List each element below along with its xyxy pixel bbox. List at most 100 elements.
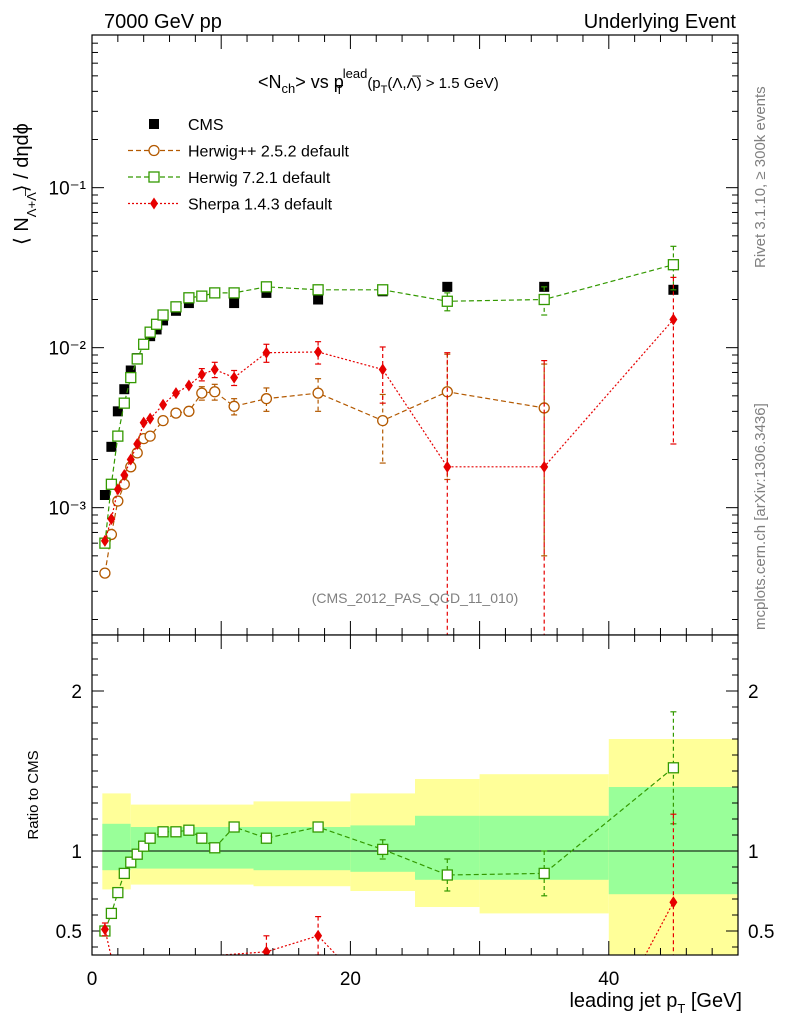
data-point	[183, 405, 195, 417]
data-point	[669, 313, 678, 326]
legend-label: Herwig 7.2.1 default	[188, 170, 331, 187]
data-point	[210, 363, 219, 376]
data-point	[107, 512, 116, 525]
data-point	[171, 387, 180, 400]
ratio-point	[118, 867, 130, 880]
data-point	[261, 287, 272, 298]
mcplots-label: mcplots.cern.ch [arXiv:1306.3436]	[752, 403, 769, 630]
legend-entry-cms: CMS	[149, 117, 224, 134]
data-point	[377, 414, 389, 427]
ratio-point	[262, 945, 271, 955]
ratio-point	[183, 824, 195, 836]
ratio-point	[667, 762, 680, 774]
ratio-point	[669, 896, 678, 909]
legend-entry-herwig-2-5-2-default: Herwig++ 2.5.2 default	[128, 144, 350, 161]
data-point	[106, 441, 117, 452]
x-tick-label: 0	[87, 969, 98, 990]
data-point	[150, 318, 163, 330]
ratio-point	[138, 840, 150, 852]
y-tick-label: 10⁻³	[49, 499, 87, 520]
data-point	[314, 345, 323, 358]
data-point	[113, 483, 122, 496]
ratio-point	[209, 842, 221, 854]
x-tick-label: 40	[598, 969, 619, 990]
y-tick-label: 10⁻¹	[49, 179, 87, 200]
data-point	[196, 290, 208, 302]
ratio-axis-ticks: 0.5 0.51 12 20 20 40	[56, 635, 774, 990]
data-point	[112, 495, 124, 507]
ratio-point	[377, 843, 389, 856]
data-point	[99, 567, 111, 579]
ratio-panel: 0.5 0.51 12 20 20 40 Ratio to CMS leading jet…	[25, 634, 774, 1016]
data-point	[144, 430, 156, 442]
ratio-point	[312, 821, 324, 833]
ratio-y-tick-label-right: 0.5	[748, 922, 774, 943]
data-point	[260, 393, 273, 405]
data-point	[312, 284, 324, 296]
legend-marker	[149, 119, 159, 129]
data-point	[138, 338, 150, 350]
legend-marker	[150, 197, 158, 210]
data-point	[144, 326, 156, 338]
data-point	[209, 287, 221, 299]
data-point	[120, 469, 129, 482]
data-point	[99, 489, 110, 500]
data-point	[170, 301, 182, 313]
ratio-point	[125, 856, 137, 868]
data-point	[229, 298, 240, 309]
series-line	[104, 319, 674, 542]
data-point	[119, 384, 130, 395]
ratio-y-tick-label-right: 2	[748, 682, 759, 703]
ratio-point	[314, 929, 323, 942]
data-point	[230, 371, 239, 384]
data-point	[262, 346, 271, 359]
ratio-point	[441, 869, 453, 881]
data-point	[228, 287, 240, 299]
legend-marker	[148, 171, 160, 183]
x-tick-label: 20	[340, 969, 361, 990]
data-point	[209, 386, 221, 398]
rivet-label: Rivet 3.1.10, ≥ 300k events	[752, 86, 769, 268]
ratio-y-label: Ratio to CMS	[25, 750, 42, 839]
data-point	[184, 379, 193, 392]
header-left: 7000 GeV pp	[104, 11, 222, 33]
ratio-point	[196, 832, 208, 844]
ratio-y-tick-label: 2	[71, 682, 82, 703]
data-point	[377, 284, 389, 296]
data-point	[112, 430, 124, 442]
ratio-line	[644, 901, 674, 955]
data-point	[183, 292, 195, 304]
data-point	[112, 406, 123, 417]
ratio-y-tick-label: 1	[71, 842, 82, 863]
data-point	[146, 412, 155, 425]
y-tick-label: 10⁻²	[49, 339, 87, 360]
series-herwig-7-2-1-default	[99, 245, 680, 549]
data-point	[170, 407, 182, 419]
ratio-point	[157, 826, 169, 838]
ratio-point	[538, 867, 550, 880]
data-point	[126, 453, 135, 466]
legend-marker	[148, 144, 160, 157]
data-point	[133, 437, 142, 450]
ratio-series	[99, 711, 680, 955]
data-point	[159, 398, 168, 411]
data-point	[157, 309, 169, 321]
data-point	[131, 353, 143, 365]
main-panel: 10⁻³ 10⁻² 10⁻¹ <Nch> vs plead T (pT(Λ,Λ̅) > …	[11, 34, 739, 636]
main-axis-ticks: 10⁻³ 10⁻² 10⁻¹	[49, 34, 739, 635]
legend-entry-herwig-7-2-1-default: Herwig 7.2.1 default	[128, 170, 331, 187]
x-axis-label: leading jet pT [GeV]	[569, 990, 742, 1016]
ratio-series-herwig-7-2-1-default	[99, 711, 680, 937]
data-point	[118, 397, 130, 409]
data-point	[312, 387, 324, 399]
main-series	[99, 245, 680, 635]
data-point	[667, 259, 680, 271]
data-point	[378, 363, 387, 376]
header-right: Underlying Event	[584, 11, 737, 33]
ratio-point	[144, 832, 156, 844]
series-sherpa-1-4-3-default	[100, 276, 678, 635]
data-point	[441, 295, 453, 307]
ratio-y-tick-label-right: 1	[748, 842, 759, 863]
legend-label: CMS	[188, 117, 224, 134]
